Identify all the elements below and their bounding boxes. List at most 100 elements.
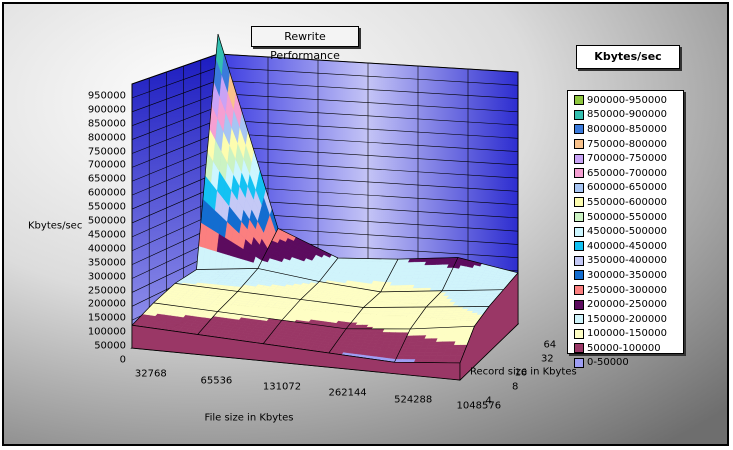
chart-frame: Rewrite Performance Kbytes/sec 900000-95… bbox=[2, 2, 729, 446]
legend-label: 200000-250000 bbox=[587, 299, 667, 311]
y-tick-label: 400000 bbox=[87, 243, 126, 255]
legend-label: 900000-950000 bbox=[587, 94, 667, 106]
legend-label: 750000-800000 bbox=[587, 138, 667, 150]
legend-label: 300000-350000 bbox=[587, 269, 667, 281]
legend-swatch bbox=[574, 95, 584, 106]
legend-item: 550000-600000 bbox=[574, 195, 683, 210]
legend-item: 350000-400000 bbox=[574, 254, 683, 269]
legend-label: 250000-300000 bbox=[587, 284, 667, 296]
y-tick-label: 800000 bbox=[87, 132, 126, 144]
legend-swatch bbox=[574, 285, 584, 296]
y-tick-label: 550000 bbox=[87, 201, 126, 213]
legend-swatch bbox=[574, 153, 584, 164]
legend-label: 400000-450000 bbox=[587, 240, 667, 252]
y-tick-label: 500000 bbox=[87, 215, 126, 227]
surface-line bbox=[174, 283, 490, 308]
legend-title: Kbytes/sec bbox=[576, 45, 680, 69]
legend-swatch bbox=[574, 270, 584, 281]
y-tick-label: 950000 bbox=[87, 90, 126, 102]
legend-swatch bbox=[574, 314, 584, 325]
x-axis-title: File size in Kbytes bbox=[204, 412, 294, 424]
surface-line bbox=[197, 228, 279, 335]
z-tick-label: 16 bbox=[514, 367, 528, 379]
y-tick-label: 50000 bbox=[94, 340, 126, 352]
legend-swatch bbox=[574, 139, 584, 150]
x-tick-label: 131072 bbox=[262, 381, 302, 393]
surface-line bbox=[262, 257, 339, 344]
legend-label: 350000-400000 bbox=[587, 255, 667, 267]
legend-item: 100000-150000 bbox=[574, 327, 683, 342]
y-tick-label: 650000 bbox=[87, 173, 126, 185]
legend-label: 50000-100000 bbox=[587, 342, 661, 354]
legend-item: 700000-750000 bbox=[574, 151, 683, 166]
grid-line bbox=[131, 66, 219, 99]
y-tick-label: 200000 bbox=[87, 298, 126, 310]
legend: 900000-950000 850000-900000 800000-850000 7… bbox=[567, 90, 684, 368]
y-tick-label: 700000 bbox=[87, 159, 126, 171]
y-axis-title: Kbytes/sec bbox=[28, 220, 83, 232]
legend-swatch bbox=[574, 299, 584, 310]
legend-item: 800000-850000 bbox=[574, 122, 683, 137]
legend-swatch bbox=[574, 328, 584, 339]
legend-label: 450000-500000 bbox=[587, 226, 667, 238]
z-tick-label: 4 bbox=[485, 395, 492, 407]
legend-swatch bbox=[574, 168, 584, 179]
legend-item: 750000-800000 bbox=[574, 137, 683, 152]
legend-item: 900000-950000 bbox=[574, 93, 683, 108]
legend-label: 550000-600000 bbox=[587, 196, 667, 208]
legend-item: 250000-300000 bbox=[574, 283, 683, 298]
z-tick-label: 8 bbox=[511, 381, 519, 393]
grid-line bbox=[131, 119, 219, 154]
grid-line bbox=[131, 132, 219, 168]
legend-swatch bbox=[574, 212, 584, 223]
legend-label: 850000-900000 bbox=[587, 109, 667, 121]
legend-swatch bbox=[574, 357, 584, 368]
surface-skirt bbox=[459, 271, 519, 381]
y-tick-label: 0 bbox=[119, 354, 126, 366]
grid-line bbox=[131, 106, 219, 140]
y-tick-label: 100000 bbox=[87, 326, 126, 338]
legend-label: 600000-650000 bbox=[587, 182, 667, 194]
x-tick-label: 524288 bbox=[394, 394, 433, 406]
legend-item: 150000-200000 bbox=[574, 312, 683, 327]
legend-item: 50000-100000 bbox=[574, 341, 683, 356]
z-axis-title: Record size in Kbytes bbox=[470, 366, 577, 378]
legend-item: 200000-250000 bbox=[574, 297, 683, 312]
legend-label: 150000-200000 bbox=[587, 313, 667, 325]
legend-swatch bbox=[574, 182, 584, 193]
legend-item: 450000-500000 bbox=[574, 224, 683, 239]
y-tick-label: 150000 bbox=[87, 312, 126, 324]
surface-line bbox=[328, 258, 399, 354]
legend-label: 800000-850000 bbox=[587, 123, 667, 135]
x-tick-label: 262144 bbox=[328, 387, 367, 399]
legend-label: 500000-550000 bbox=[587, 211, 667, 223]
surface-line bbox=[153, 302, 475, 330]
grid-line bbox=[131, 172, 219, 210]
legend-label: 0-50000 bbox=[587, 357, 629, 369]
legend-swatch bbox=[574, 124, 584, 135]
y-tick-label: 600000 bbox=[87, 187, 126, 199]
x-tick-label: 32768 bbox=[134, 368, 167, 380]
y-tick-label: 350000 bbox=[87, 257, 126, 269]
z-tick-label: 32 bbox=[540, 353, 554, 365]
legend-label: 700000-750000 bbox=[587, 153, 667, 165]
x-tick-label: 65536 bbox=[200, 375, 233, 387]
grid-line bbox=[131, 93, 219, 126]
y-tick-label: 250000 bbox=[87, 285, 126, 297]
surface-line bbox=[217, 33, 519, 274]
surface-skirt bbox=[131, 324, 461, 381]
legend-item: 850000-900000 bbox=[574, 108, 683, 123]
y-tick-label: 300000 bbox=[87, 271, 126, 283]
legend-swatch bbox=[574, 241, 584, 252]
x-tick-label: 1048576 bbox=[456, 400, 502, 412]
legend-swatch bbox=[574, 255, 584, 266]
legend-item: 650000-700000 bbox=[574, 166, 683, 181]
surface-line bbox=[131, 33, 219, 326]
legend-item: 0-50000 bbox=[574, 356, 683, 371]
grid-line bbox=[131, 158, 219, 196]
legend-item: 300000-350000 bbox=[574, 268, 683, 283]
surface-line bbox=[196, 268, 504, 293]
y-tick-label: 450000 bbox=[87, 229, 126, 241]
chart-title: Rewrite Performance bbox=[251, 26, 359, 62]
legend-swatch bbox=[574, 343, 584, 354]
